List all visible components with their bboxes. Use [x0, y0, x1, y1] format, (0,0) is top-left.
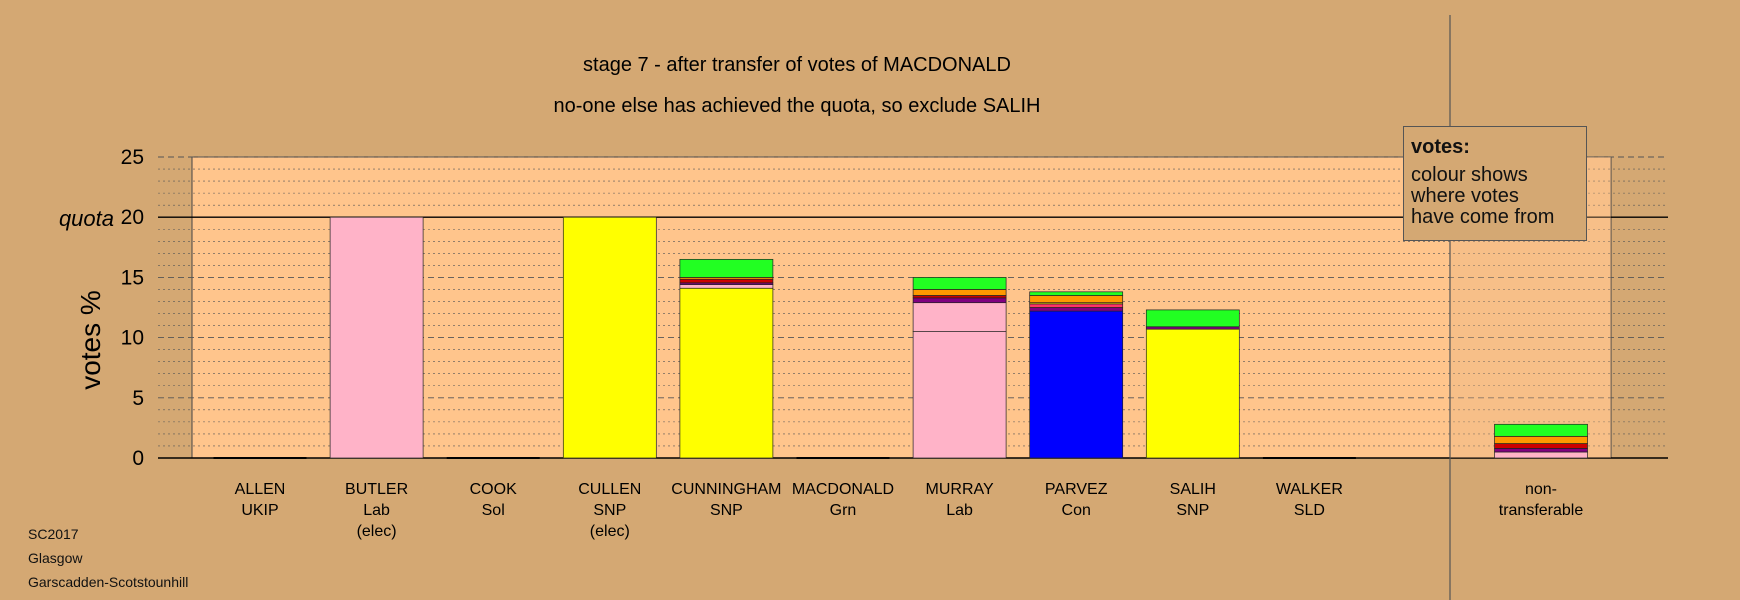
- y-tick-label: 25: [121, 146, 144, 169]
- bar-salih-segment: [1145, 309, 1240, 328]
- bar-nontransferable-segment: [1494, 423, 1588, 437]
- bar-cunningham-segment: [679, 287, 774, 459]
- bar-parvez-segment: [1029, 291, 1124, 296]
- candidate-note: (elec): [357, 523, 397, 540]
- candidate-name: SALIH: [1170, 481, 1216, 498]
- bar-murray-segment: [912, 277, 1007, 290]
- candidate-name: CULLEN: [578, 481, 641, 498]
- candidate-party: UKIP: [241, 502, 278, 519]
- bar-murray-segment: [912, 297, 1007, 304]
- candidate-name: ALLEN: [235, 481, 286, 498]
- plot-background: [191, 156, 1612, 459]
- legend-line: have come from: [1411, 206, 1555, 228]
- y-tick-label: 5: [132, 387, 144, 410]
- bar-salih-segment: [1145, 328, 1240, 459]
- bar-parvez-segment: [1029, 303, 1124, 308]
- nontransferable-label: transferable: [1499, 502, 1584, 519]
- bar-nontransferable-segment: [1494, 448, 1588, 453]
- candidate-labels: ALLEN UKIP BUTLER Lab (elec) COOK Sol CULLEN SNP…: [235, 481, 1584, 540]
- legend-text: colour shows where votes have come from: [1411, 165, 1571, 228]
- footer-ward: Garscadden-Scotstounhill: [28, 574, 189, 590]
- bar-parvez-segment: [1029, 307, 1124, 312]
- y-tick-label: 20: [121, 206, 144, 229]
- candidate-party: Lab: [946, 502, 973, 519]
- legend-line: colour shows: [1411, 164, 1528, 186]
- candidate-party: Lab: [363, 502, 390, 519]
- bar-murray-segment: [912, 302, 1007, 332]
- bars: [213, 216, 1588, 459]
- legend-title: votes:: [1411, 136, 1470, 158]
- chart-subtitle: no-one else has achieved the quota, so e…: [554, 95, 1041, 117]
- candidate-name: COOK: [470, 481, 517, 498]
- bar-salih-segment: [1145, 326, 1240, 330]
- candidate-name: MACDONALD: [792, 481, 894, 498]
- bar-butler-segment: [329, 216, 424, 459]
- bar-parvez-segment: [1029, 310, 1124, 459]
- candidate-party: SLD: [1294, 502, 1325, 519]
- chart-title: stage 7 - after transfer of votes of MAC…: [583, 54, 1011, 76]
- nontransferable-label: non-: [1525, 481, 1557, 498]
- legend-line: where votes: [1411, 185, 1519, 207]
- candidate-party: SNP: [1176, 502, 1209, 519]
- footer-council: Glasgow: [28, 550, 83, 566]
- candidate-party: Sol: [482, 502, 505, 519]
- bar-nontransferable-segment: [1494, 443, 1588, 449]
- bar-nontransferable-segment: [1494, 451, 1588, 459]
- candidate-party: Con: [1062, 502, 1091, 519]
- bar-parvez-segment: [1029, 295, 1124, 304]
- bar-murray-segment: [912, 331, 1007, 459]
- y-tick-label: 10: [121, 327, 144, 350]
- bar-murray-segment: [912, 295, 1007, 299]
- y-axis-label: votes %: [75, 290, 106, 390]
- bar-murray-segment: [912, 289, 1007, 296]
- axis: 0 5 10 15 20 25: [121, 146, 144, 470]
- bar-nontransferable-segment: [1494, 435, 1588, 444]
- bar-cunningham-segment: [679, 258, 774, 278]
- candidate-party: SNP: [710, 502, 743, 519]
- y-tick-label: 15: [121, 266, 144, 289]
- candidate-party: SNP: [593, 502, 626, 519]
- bar-cunningham-segment: [679, 284, 774, 289]
- bar-cullen-segment: [562, 216, 657, 459]
- footer-election: SC2017: [28, 526, 79, 542]
- candidate-name: CUNNINGHAM: [671, 481, 781, 498]
- candidate-name: PARVEZ: [1045, 481, 1108, 498]
- candidate-name: WALKER: [1276, 481, 1343, 498]
- bar-cunningham-segment: [679, 278, 774, 284]
- footer: SC2017 Glasgow Garscadden-Scotstounhill: [28, 522, 188, 594]
- legend-box: votes: colour shows where votes have com…: [1403, 126, 1587, 241]
- y-tick-label: 0: [132, 447, 144, 470]
- candidate-name: MURRAY: [926, 481, 994, 498]
- candidate-note: (elec): [590, 523, 630, 540]
- candidate-party: Grn: [830, 502, 857, 519]
- candidate-name: BUTLER: [345, 481, 408, 498]
- quota-label: quota: [59, 206, 114, 231]
